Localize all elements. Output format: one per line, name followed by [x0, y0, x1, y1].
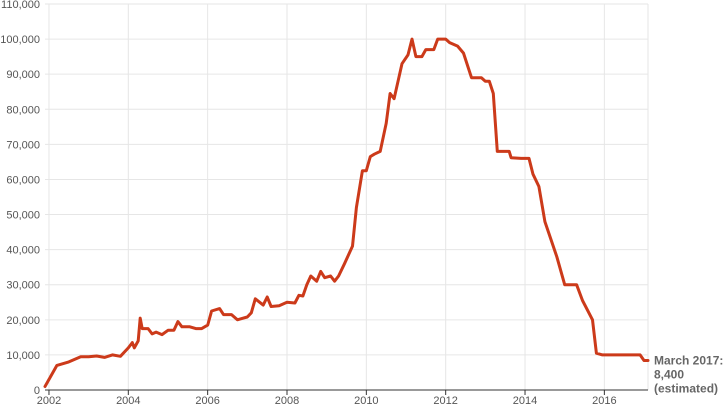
x-axis-ticks: 2002 2004 2006 2008 2010 2012 2014 2016: [37, 390, 617, 407]
y-tick-label: 10,000: [6, 350, 40, 362]
x-tick-label: 2016: [592, 395, 616, 407]
end-annotation-line-1: March 2017:: [654, 354, 723, 368]
x-tick-label: 2014: [513, 395, 537, 407]
series-line: [43, 37, 650, 388]
y-tick-label: 100,000: [0, 34, 40, 46]
x-tick-label: 2004: [116, 395, 140, 407]
x-tick-label: 2002: [37, 395, 61, 407]
x-tick-label: 2006: [195, 395, 219, 407]
y-tick-label: 20,000: [6, 315, 40, 327]
y-tick-label: 110,000: [1, 0, 40, 11]
x-tick-label: 2008: [275, 395, 299, 407]
y-tick-label: 80,000: [6, 104, 40, 116]
y-tick-label: 0: [34, 385, 40, 397]
y-tick-label: 30,000: [6, 280, 40, 292]
end-annotation-line-3: (estimated): [654, 382, 718, 396]
y-tick-label: 70,000: [6, 139, 40, 151]
y-tick-label: 60,000: [6, 174, 40, 186]
end-annotation-line-2: 8,400: [654, 368, 684, 382]
x-tick-label: 2012: [433, 395, 457, 407]
y-tick-label: 50,000: [6, 210, 40, 222]
y-tick-label: 40,000: [6, 245, 40, 257]
y-axis-ticks: 0 10,000 20,000 30,000 40,000 50,000 60,000 70,…: [0, 0, 40, 397]
y-tick-label: 90,000: [6, 69, 40, 81]
grid-layer: [45, 3, 649, 390]
x-tick-label: 2010: [354, 395, 378, 407]
